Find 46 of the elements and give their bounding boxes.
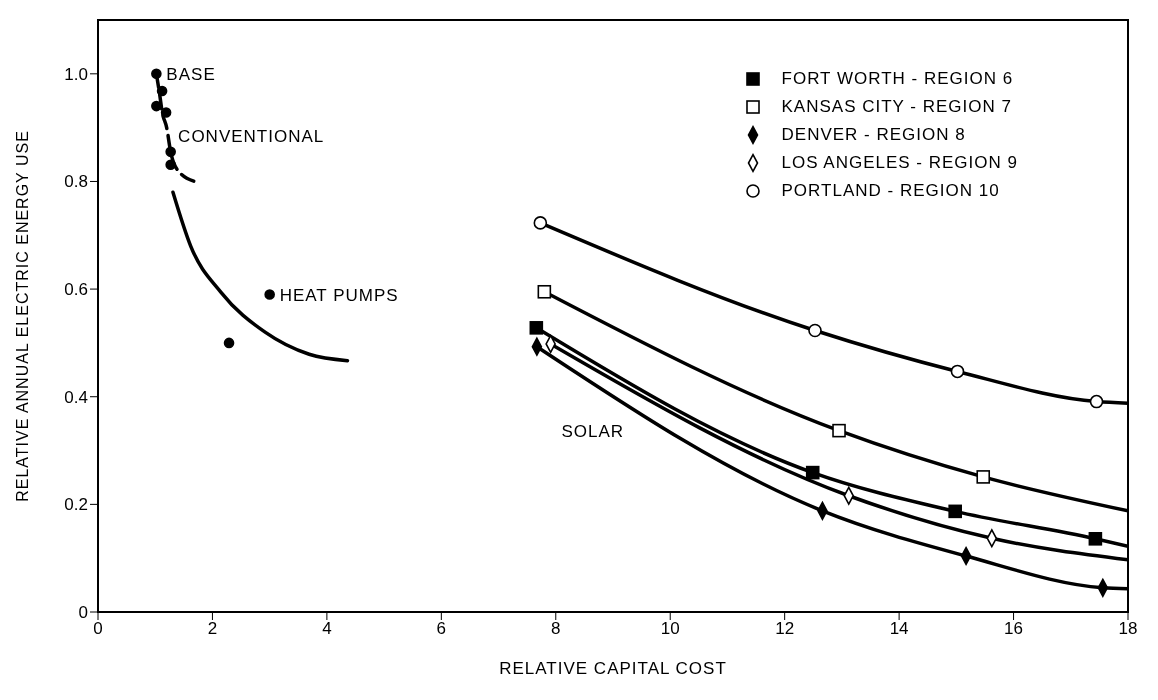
y-axis-title: RELATIVE ANNUAL ELECTRIC ENERGY USE xyxy=(13,130,31,502)
point xyxy=(223,337,235,349)
legend-label: FORT WORTH - REGION 6 xyxy=(781,69,1014,89)
y-tick-label: 0.8 xyxy=(64,172,88,192)
point xyxy=(1088,532,1103,546)
point xyxy=(151,100,162,112)
x-tick-label: 12 xyxy=(775,619,795,639)
point xyxy=(976,470,991,484)
y-tick-label: 0.4 xyxy=(64,387,88,407)
x-tick-label: 4 xyxy=(322,619,332,639)
point xyxy=(808,323,822,338)
point xyxy=(264,289,275,300)
y-tick-label: 0 xyxy=(78,603,88,623)
y-tick-label: 0.6 xyxy=(64,280,88,300)
legend-label: KANSAS CITY - REGION 7 xyxy=(781,97,1012,117)
legend-label: PORTLAND - REGION 10 xyxy=(781,181,1000,201)
legend-label: DENVER - REGION 8 xyxy=(781,125,966,145)
point xyxy=(156,85,168,97)
annotation: HEAT PUMPS xyxy=(279,285,399,305)
point xyxy=(533,216,548,230)
x-tick-label: 6 xyxy=(436,619,447,639)
legend-label: LOS ANGELES - REGION 9 xyxy=(781,153,1018,173)
x-axis-title: RELATIVE CAPITAL COST xyxy=(499,659,727,678)
x-tick-label: 10 xyxy=(660,619,680,639)
point xyxy=(537,284,552,299)
point xyxy=(1089,394,1104,409)
point xyxy=(948,504,962,519)
x-tick-label: 0 xyxy=(93,619,103,639)
point xyxy=(529,321,544,335)
point xyxy=(151,68,162,80)
x-tick-label: 2 xyxy=(207,619,218,639)
annotation: BASE xyxy=(166,64,216,84)
point xyxy=(832,423,846,438)
point xyxy=(950,364,965,379)
x-tick-label: 18 xyxy=(1118,619,1138,639)
x-tick-label: 16 xyxy=(1004,619,1024,639)
x-tick-label: 14 xyxy=(889,619,909,639)
point xyxy=(805,465,820,480)
point xyxy=(160,107,172,118)
point xyxy=(165,146,176,158)
point xyxy=(165,159,176,171)
y-tick-label: 0.2 xyxy=(64,495,88,515)
annotation: CONVENTIONAL xyxy=(178,126,325,146)
annotation: SOLAR xyxy=(561,422,625,442)
x-tick-label: 8 xyxy=(551,619,561,639)
y-tick-label: 1.0 xyxy=(64,64,88,84)
